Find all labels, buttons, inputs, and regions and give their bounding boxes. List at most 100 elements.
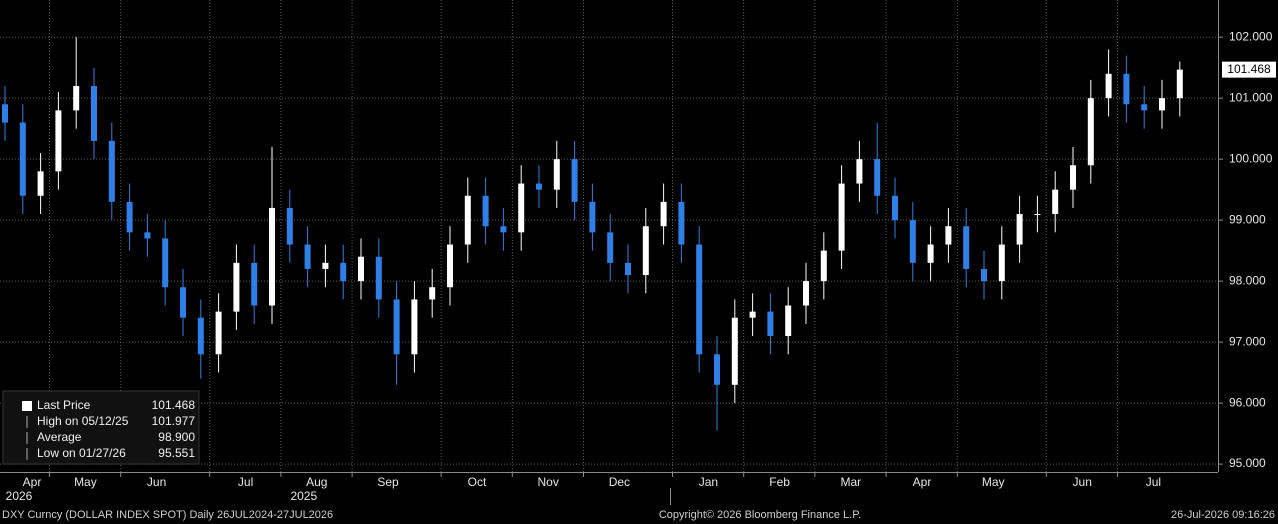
x-tick-label: May xyxy=(74,475,97,489)
candle-body xyxy=(180,287,186,318)
candle-body xyxy=(1016,214,1023,245)
x-tick-label: Jul xyxy=(238,475,253,489)
footer-right: 26-Jul-2026 09:16:26 xyxy=(1171,509,1275,521)
legend-label: Last Price xyxy=(37,398,91,412)
candle-body xyxy=(464,195,471,245)
candle-body xyxy=(37,171,44,196)
candle-body xyxy=(1070,165,1076,190)
candle-body xyxy=(358,256,364,282)
legend-value: 101.468 xyxy=(152,398,196,412)
candle-body xyxy=(1034,214,1041,216)
candle-body xyxy=(536,183,542,190)
year-label: 2026 xyxy=(6,489,33,503)
candle-body xyxy=(375,256,382,300)
footer-center: Copyright© 2026 Bloomberg Finance L.P. xyxy=(659,509,861,521)
candle-body xyxy=(714,354,720,385)
x-tick-label: Aug xyxy=(306,475,327,489)
candle-body xyxy=(909,220,916,263)
candle-body xyxy=(963,226,970,269)
candle-body xyxy=(2,104,8,123)
candle-body xyxy=(518,183,525,233)
candle-body xyxy=(998,244,1005,282)
candle-body xyxy=(820,250,827,282)
x-tick-label: Apr xyxy=(913,475,932,489)
candle-body xyxy=(286,207,293,245)
legend-box xyxy=(2,390,200,465)
candle-body xyxy=(19,122,26,196)
x-tick-label: May xyxy=(982,475,1005,489)
x-tick-label: Jul xyxy=(1146,475,1161,489)
grid xyxy=(0,0,1223,477)
candle-body xyxy=(1052,189,1059,215)
candle-body xyxy=(73,85,80,111)
candle-body xyxy=(678,201,685,245)
candle-body xyxy=(393,299,400,355)
candle-body xyxy=(447,244,453,288)
candle-body xyxy=(803,281,809,306)
legend-value: 98.900 xyxy=(158,430,195,444)
candle-body xyxy=(642,226,649,276)
candle-body xyxy=(108,140,115,202)
candle-body xyxy=(1123,73,1130,105)
candle-body xyxy=(55,110,62,172)
legend: Last Price 101.468 High on 05/12/25 101.977… xyxy=(22,398,195,460)
candle-body xyxy=(749,311,756,318)
x-tick-label: Apr xyxy=(23,475,42,489)
candle-body xyxy=(251,262,258,306)
candle-body xyxy=(892,195,898,221)
candle-body xyxy=(731,317,738,385)
legend-label: Average xyxy=(37,430,82,444)
y-tick-label: 96.000 xyxy=(1229,395,1266,409)
x-tick-label: Dec xyxy=(609,475,630,489)
candle-body xyxy=(197,317,204,355)
candle-body xyxy=(91,85,97,141)
y-tick-label: 98.000 xyxy=(1229,273,1266,287)
candle-body xyxy=(482,195,489,227)
x-tick-label: Oct xyxy=(468,475,487,489)
candle-body xyxy=(500,226,507,233)
candle-body xyxy=(215,311,222,355)
y-tick-label: 99.000 xyxy=(1229,212,1266,226)
candle-body xyxy=(838,183,845,251)
y-tick-label: 97.000 xyxy=(1229,334,1266,348)
candle-body xyxy=(144,232,151,239)
labels: 95.000 96.000 97.000 98.000 99.000 100.000 101… xyxy=(6,29,1276,503)
candle-body xyxy=(945,226,952,245)
y-tick-label: 95.000 xyxy=(1229,456,1266,470)
x-tick-label: Sep xyxy=(377,475,399,489)
legend-label: Low on 01/27/26 xyxy=(37,446,126,460)
year-label: 2025 xyxy=(290,489,317,503)
x-tick-label: Jun xyxy=(1073,475,1092,489)
candle-body xyxy=(1159,98,1165,111)
candle-body xyxy=(411,299,418,355)
y-tick-label: 100.000 xyxy=(1229,151,1273,165)
footer-left: DXY Curncy (DOLLAR INDEX SPOT) Daily 26J… xyxy=(2,509,333,521)
candle-body xyxy=(233,262,240,312)
candle-body xyxy=(340,262,347,282)
candle-body xyxy=(660,201,667,227)
last-price-tag xyxy=(1222,61,1276,78)
x-tick-label: Nov xyxy=(538,475,559,489)
candle-body xyxy=(874,159,881,196)
legend-value: 101.977 xyxy=(152,414,196,428)
candle-body xyxy=(607,232,614,263)
legend-label: High on 05/12/25 xyxy=(37,414,129,428)
x-tick-label: Mar xyxy=(840,475,861,489)
candle-body xyxy=(927,244,934,263)
candle-body xyxy=(162,238,169,288)
candle-body xyxy=(767,311,774,337)
candle-body xyxy=(589,201,596,233)
candle-body xyxy=(429,287,436,300)
y-tick-label: 102.000 xyxy=(1229,29,1273,43)
candle-body xyxy=(1141,104,1148,111)
candle-body xyxy=(269,207,275,306)
candle-body xyxy=(1176,69,1183,99)
candle-body xyxy=(322,262,329,269)
legend-swatch xyxy=(22,401,32,411)
y-tick-label: 101.000 xyxy=(1229,90,1273,104)
legend-value: 95.551 xyxy=(158,446,195,460)
candle-body xyxy=(304,244,311,269)
candle-body xyxy=(696,244,703,355)
